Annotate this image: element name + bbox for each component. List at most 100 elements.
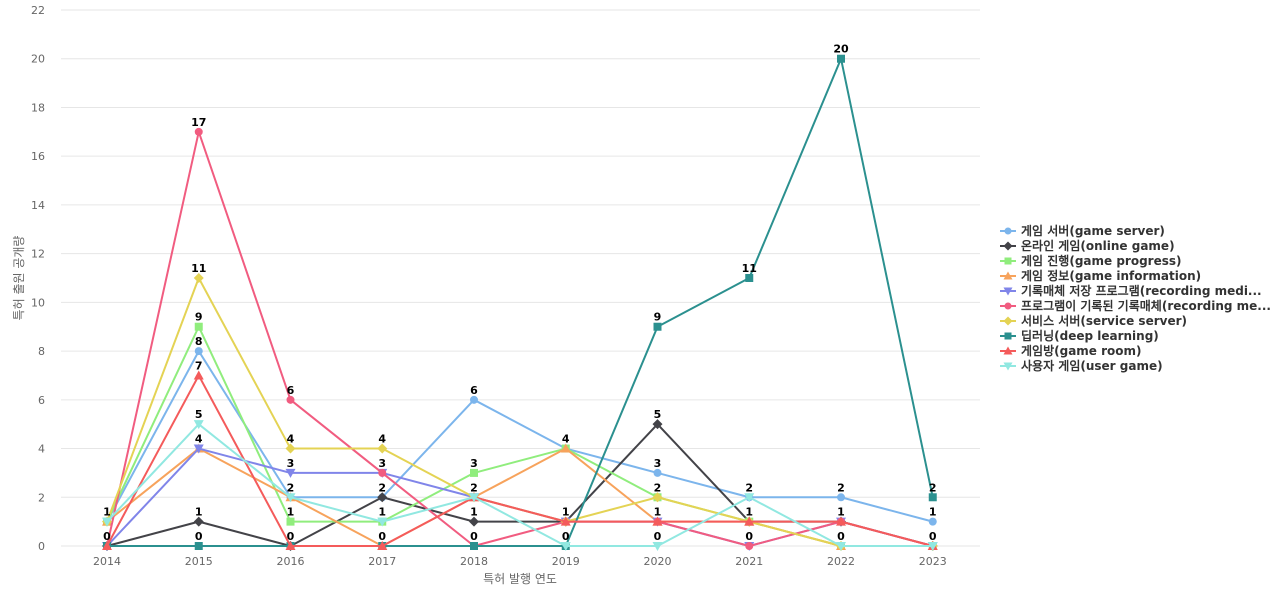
y-axis-ticks: 0 2 4 6 8 10 12 14 16 18 20 22 bbox=[31, 4, 45, 553]
series-1 bbox=[103, 347, 937, 526]
data-label: 1 bbox=[837, 506, 845, 519]
x-axis-ticks: 2014 2015 2016 2017 2018 2019 2020 2021 2022 2023 bbox=[93, 555, 947, 568]
grid-layer bbox=[61, 9, 980, 547]
x-tick-label: 2019 bbox=[552, 555, 580, 568]
data-point bbox=[928, 493, 937, 502]
series-layer bbox=[102, 54, 938, 551]
data-label: 1 bbox=[378, 506, 386, 519]
data-point bbox=[285, 541, 296, 550]
data-label: 4 bbox=[562, 433, 570, 446]
data-label: 7 bbox=[195, 359, 203, 372]
legend-item[interactable]: 사용자 게임(user game) bbox=[1000, 358, 1163, 373]
data-label: 4 bbox=[195, 433, 203, 446]
data-label: 1 bbox=[654, 506, 662, 519]
legend-label: 게임방(game room) bbox=[1021, 343, 1142, 358]
x-axis-title: 특허 발행 연도 bbox=[483, 571, 557, 586]
x-tick-label: 2017 bbox=[368, 555, 396, 568]
data-point bbox=[285, 493, 296, 503]
data-label: 0 bbox=[837, 530, 845, 543]
series-6 bbox=[103, 127, 937, 550]
data-point bbox=[286, 395, 295, 404]
data-label: 3 bbox=[654, 457, 662, 470]
legend-item[interactable]: 딥러닝(deep learning) bbox=[1000, 328, 1159, 343]
y-tick-label: 22 bbox=[31, 4, 45, 17]
data-label: 0 bbox=[654, 530, 662, 543]
legend-marker bbox=[1003, 362, 1013, 371]
legend-marker bbox=[1004, 302, 1012, 310]
data-label: 6 bbox=[287, 384, 295, 397]
legend-item[interactable]: 서비스 서버(service server) bbox=[1000, 313, 1187, 328]
legend-item[interactable]: 게임 진행(game progress) bbox=[1000, 253, 1182, 268]
y-tick-label: 0 bbox=[38, 540, 45, 553]
data-point bbox=[927, 542, 938, 551]
data-label: 1 bbox=[470, 506, 478, 519]
data-label: 1 bbox=[195, 506, 203, 519]
legend-marker bbox=[1004, 257, 1012, 265]
data-point bbox=[193, 516, 204, 527]
data-point bbox=[928, 517, 937, 526]
legend-item[interactable]: 프로그램이 기록된 기록매체(recording me... bbox=[1000, 298, 1271, 313]
legend-item[interactable]: 게임 서버(game server) bbox=[1000, 223, 1165, 238]
data-label: 11 bbox=[742, 262, 757, 275]
legend-item[interactable]: 게임방(game room) bbox=[1000, 343, 1142, 358]
data-label: 3 bbox=[378, 457, 386, 470]
data-labels-layer: 1081941711075201364210346132041035219010… bbox=[103, 43, 937, 543]
legend: 게임 서버(game server)온라인 게임(online game)게임 … bbox=[1000, 223, 1271, 373]
data-point bbox=[377, 492, 388, 503]
data-label: 2 bbox=[837, 481, 845, 494]
data-label: 3 bbox=[470, 457, 478, 470]
y-tick-label: 18 bbox=[31, 101, 45, 114]
data-label: 2 bbox=[929, 481, 937, 494]
data-label: 2 bbox=[745, 481, 753, 494]
data-point bbox=[285, 468, 296, 478]
data-point bbox=[469, 493, 479, 503]
data-label: 1 bbox=[287, 506, 295, 519]
data-point bbox=[652, 542, 663, 551]
x-tick-label: 2015 bbox=[185, 555, 213, 568]
data-point bbox=[652, 516, 663, 526]
data-point bbox=[744, 493, 755, 503]
data-label: 0 bbox=[287, 530, 295, 543]
data-label: 0 bbox=[745, 530, 753, 543]
data-point bbox=[836, 516, 846, 526]
series-3 bbox=[103, 322, 937, 550]
data-label: 2 bbox=[287, 481, 295, 494]
data-point bbox=[745, 274, 754, 282]
legend-marker bbox=[1003, 287, 1013, 296]
y-tick-label: 14 bbox=[31, 199, 45, 212]
data-point bbox=[470, 468, 478, 477]
legend-label: 게임 정보(game information) bbox=[1021, 268, 1201, 283]
data-label: 1 bbox=[562, 506, 570, 519]
data-label: 9 bbox=[654, 311, 662, 324]
series-line bbox=[106, 423, 934, 547]
data-label: 0 bbox=[195, 530, 203, 543]
data-label: 5 bbox=[654, 408, 662, 421]
data-point bbox=[194, 322, 203, 331]
legend-item[interactable]: 게임 정보(game information) bbox=[1000, 268, 1201, 283]
data-point bbox=[560, 542, 571, 551]
legend-marker bbox=[1003, 346, 1013, 355]
data-point bbox=[837, 54, 845, 63]
data-label: 11 bbox=[191, 262, 206, 275]
data-label: 8 bbox=[195, 335, 203, 348]
legend-label: 기록매체 저장 프로그램(recording medi... bbox=[1021, 283, 1262, 298]
legend-item[interactable]: 기록매체 저장 프로그램(recording medi... bbox=[1000, 283, 1262, 298]
data-label: 9 bbox=[195, 311, 203, 324]
series-line bbox=[107, 57, 934, 547]
data-label: 1 bbox=[929, 506, 937, 519]
legend-label: 게임 진행(game progress) bbox=[1021, 253, 1182, 268]
data-label: 17 bbox=[191, 116, 206, 129]
legend-label: 서비스 서버(service server) bbox=[1021, 313, 1187, 328]
data-point bbox=[470, 395, 478, 404]
data-point bbox=[560, 443, 571, 453]
data-point bbox=[653, 468, 662, 477]
data-label: 6 bbox=[470, 384, 478, 397]
legend-item[interactable]: 온라인 게임(online game) bbox=[1000, 238, 1175, 253]
data-label: 4 bbox=[287, 433, 295, 446]
x-tick-label: 2014 bbox=[93, 555, 121, 568]
series-10 bbox=[102, 420, 938, 551]
data-point bbox=[377, 443, 388, 454]
data-label: 3 bbox=[287, 457, 295, 470]
